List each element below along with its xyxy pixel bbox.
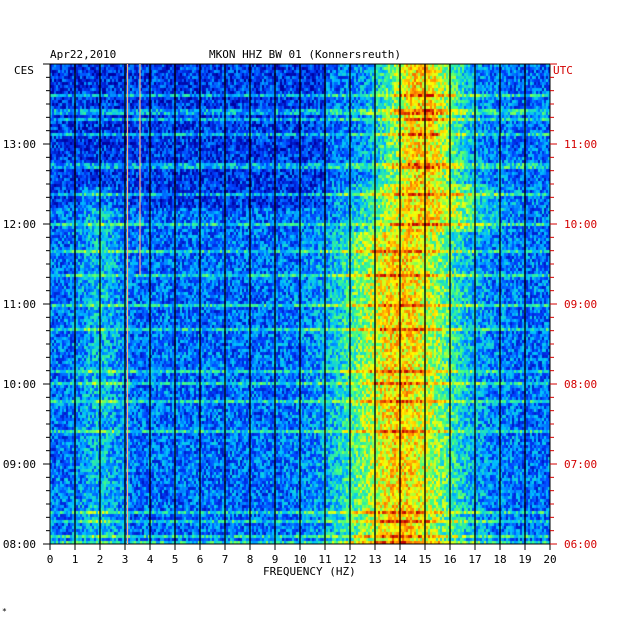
left-timezone-label: CES xyxy=(14,64,34,77)
x-tick-label: 15 xyxy=(418,553,431,566)
x-tick-label: 4 xyxy=(147,553,154,566)
x-tick-label: 0 xyxy=(47,553,54,566)
y-tick-label-left: 08:00 xyxy=(3,538,36,551)
y-tick-label-right: 09:00 xyxy=(564,298,597,311)
x-tick-label: 13 xyxy=(368,553,381,566)
x-tick-label: 3 xyxy=(122,553,129,566)
x-tick-label: 6 xyxy=(197,553,204,566)
y-tick-label-left: 11:00 xyxy=(3,298,36,311)
x-tick-label: 17 xyxy=(468,553,481,566)
x-tick-label: 20 xyxy=(543,553,556,566)
y-tick-label-right: 11:00 xyxy=(564,138,597,151)
y-tick-label-left: 09:00 xyxy=(3,458,36,471)
x-tick-label: 5 xyxy=(172,553,179,566)
y-tick-label-right: 07:00 xyxy=(564,458,597,471)
x-tick-label: 1 xyxy=(72,553,79,566)
y-tick-label-left: 13:00 xyxy=(3,138,36,151)
date-label: Apr22,2010 xyxy=(50,48,117,61)
x-tick-label: 9 xyxy=(272,553,279,566)
right-timezone-label: UTC xyxy=(553,64,573,77)
y-tick-label-right: 08:00 xyxy=(564,378,597,391)
x-tick-label: 19 xyxy=(518,553,531,566)
x-tick-label: 10 xyxy=(293,553,306,566)
chart-title: MKON HHZ BW 01 (Konnersreuth) xyxy=(209,48,402,61)
x-tick-label: 18 xyxy=(493,553,506,566)
x-tick-label: 7 xyxy=(222,553,229,566)
x-tick-label: 11 xyxy=(318,553,331,566)
x-tick-label: 16 xyxy=(443,553,456,566)
y-tick-label-right: 10:00 xyxy=(564,218,597,231)
y-tick-label-left: 12:00 xyxy=(3,218,36,231)
footer-mark: * xyxy=(2,607,7,616)
x-tick-label: 8 xyxy=(247,553,254,566)
y-tick-label-left: 10:00 xyxy=(3,378,36,391)
x-tick-label: 14 xyxy=(393,553,407,566)
x-tick-label: 2 xyxy=(97,553,104,566)
y-tick-label-right: 06:00 xyxy=(564,538,597,551)
x-tick-label: 12 xyxy=(343,553,356,566)
x-axis-label: FREQUENCY (HZ) xyxy=(263,565,356,578)
